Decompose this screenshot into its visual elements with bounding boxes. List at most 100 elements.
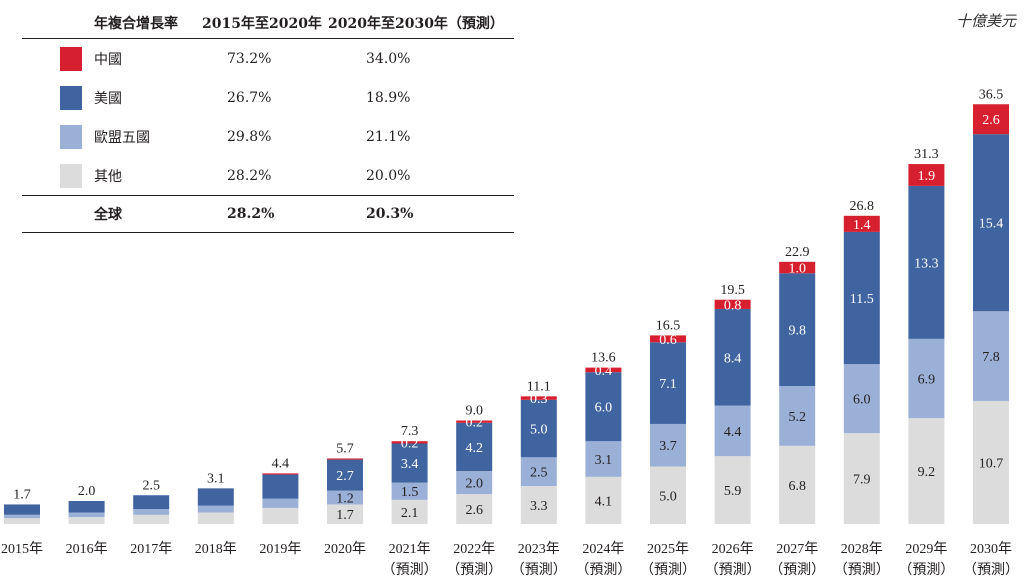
cagr-legend-table: 年複合增長率 2015年至2020年 2020年至2030年（預測） 中國 73… — [22, 8, 514, 233]
bar-segment — [779, 273, 816, 386]
x-tick-label: 2029年 — [905, 541, 947, 557]
data-label: 6.0 — [595, 401, 613, 416]
bar-segment — [262, 498, 299, 508]
cagr-2020-2030: 21.1% — [366, 128, 411, 145]
data-label: 1.5 — [401, 485, 419, 500]
region-name: 中國 — [94, 51, 122, 68]
header-period-2020-2030: 2020年至2030年（預測） — [328, 16, 504, 32]
legend-swatch-usa — [60, 85, 82, 110]
x-tick-label: 2018年 — [195, 541, 237, 557]
legend-swatch-china — [60, 46, 82, 71]
cagr-2015-2020: 73.2% — [227, 50, 272, 67]
bar-segment — [327, 490, 363, 505]
x-tick-sublabel: （預測） — [575, 562, 631, 578]
data-label: 1.9 — [918, 169, 936, 184]
bar-segment — [133, 509, 170, 515]
x-tick-label: 2027年 — [776, 541, 818, 557]
table-row-eu5: 歐盟五國 29.8% 21.1% — [22, 117, 514, 156]
bar-segment — [714, 405, 751, 457]
x-tick-label: 2017年 — [130, 541, 172, 557]
total-label: 26.8 — [850, 199, 875, 214]
bar-segment — [197, 512, 234, 524]
legend-swatch-eu5 — [60, 124, 82, 149]
x-tick-label: 2019年 — [259, 541, 301, 557]
total-label: 2.5 — [142, 478, 160, 493]
total-label: 3.1 — [207, 471, 225, 486]
bar-segment — [520, 486, 557, 524]
data-label: 5.0 — [659, 489, 677, 504]
data-label: 4.2 — [465, 441, 483, 456]
data-label: 13.3 — [914, 256, 939, 271]
bar-segment — [327, 459, 363, 491]
data-label: 15.4 — [979, 217, 1004, 232]
bar-segment — [327, 458, 363, 460]
cagr-2015-2020: 26.7% — [227, 89, 272, 106]
bar-segment — [779, 261, 816, 274]
bar-segment — [650, 342, 686, 424]
data-label: 2.0 — [465, 477, 483, 492]
x-tick-sublabel: （預測） — [769, 562, 825, 578]
x-tick-label: 2028年 — [841, 541, 883, 557]
total-label: 5.7 — [336, 441, 354, 456]
bar-segment — [973, 134, 1009, 312]
data-label: 11.5 — [850, 292, 874, 307]
x-tick-label: 2015年 — [1, 541, 43, 557]
bar-segment — [456, 422, 493, 472]
data-label: 3.3 — [530, 499, 548, 514]
bar-segment — [68, 517, 105, 524]
bar-segment — [650, 335, 686, 343]
bar-segment — [391, 443, 428, 483]
bar-segment — [262, 474, 299, 499]
data-label: 1.0 — [788, 262, 806, 277]
data-label: 1.7 — [336, 508, 354, 523]
x-tick-sublabel: （預測） — [705, 562, 761, 578]
x-tick-label: 2023年 — [518, 541, 560, 557]
table-row-usa: 美國 26.7% 18.9% — [22, 78, 514, 117]
bar-segment — [391, 441, 428, 444]
bar-segment — [391, 499, 428, 524]
table-row-global: 全球 28.2% 20.3% — [22, 195, 514, 233]
bar-segment — [520, 457, 557, 487]
bar-segment — [973, 311, 1009, 401]
bar-segment — [4, 504, 40, 515]
total-label: 22.9 — [785, 245, 810, 260]
x-tick-sublabel: （預測） — [640, 562, 696, 578]
cagr-2020-2030: 34.0% — [366, 50, 411, 67]
cagr-2020-2030: 18.9% — [366, 89, 411, 106]
bar-segment — [714, 456, 751, 524]
data-label: 3.1 — [595, 453, 613, 468]
region-name: 歐盟五國 — [94, 129, 150, 146]
data-label: 5.2 — [788, 410, 806, 425]
total-label: 7.3 — [401, 424, 419, 439]
data-label: 5.9 — [724, 484, 742, 499]
data-label: 8.4 — [724, 351, 742, 366]
data-label: 2.6 — [465, 503, 483, 518]
bar-segment — [585, 367, 622, 373]
x-tick-sublabel: （預測） — [963, 562, 1019, 578]
bar-segment — [585, 441, 622, 477]
legend-swatch-others — [60, 163, 82, 188]
x-tick-sublabel: （預測） — [446, 562, 502, 578]
data-label: 3.7 — [659, 439, 677, 454]
total-label: 19.5 — [720, 283, 745, 298]
bar-segment — [68, 501, 105, 513]
data-label: 9.2 — [918, 465, 936, 480]
data-label: 2.5 — [530, 466, 548, 481]
bar-segment — [68, 512, 105, 518]
bar-segment — [650, 466, 686, 524]
x-tick-label: 2024年 — [582, 541, 624, 557]
bar-segment — [650, 423, 686, 467]
bar-segment — [327, 504, 363, 524]
cagr-2020-2030: 20.0% — [366, 167, 411, 184]
data-label: 4.1 — [595, 494, 613, 509]
x-tick-label: 2026年 — [712, 541, 754, 557]
x-tick-label: 2020年 — [324, 541, 366, 557]
header-period-2015-2020: 2015年至2020年 — [202, 16, 322, 32]
bar-segment — [391, 482, 428, 500]
region-name: 全球 — [94, 207, 122, 223]
data-label: 0.6 — [659, 333, 677, 348]
table-row-china: 中國 73.2% 34.0% — [22, 39, 514, 78]
data-label: 1.2 — [336, 492, 354, 507]
bar-segment — [908, 418, 945, 524]
